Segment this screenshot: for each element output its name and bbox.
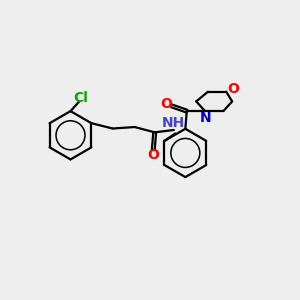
Text: NH: NH [162,116,185,130]
Text: N: N [200,111,212,124]
Text: O: O [160,98,172,111]
Text: O: O [147,148,159,162]
Text: O: O [227,82,239,96]
Text: Cl: Cl [74,91,88,105]
